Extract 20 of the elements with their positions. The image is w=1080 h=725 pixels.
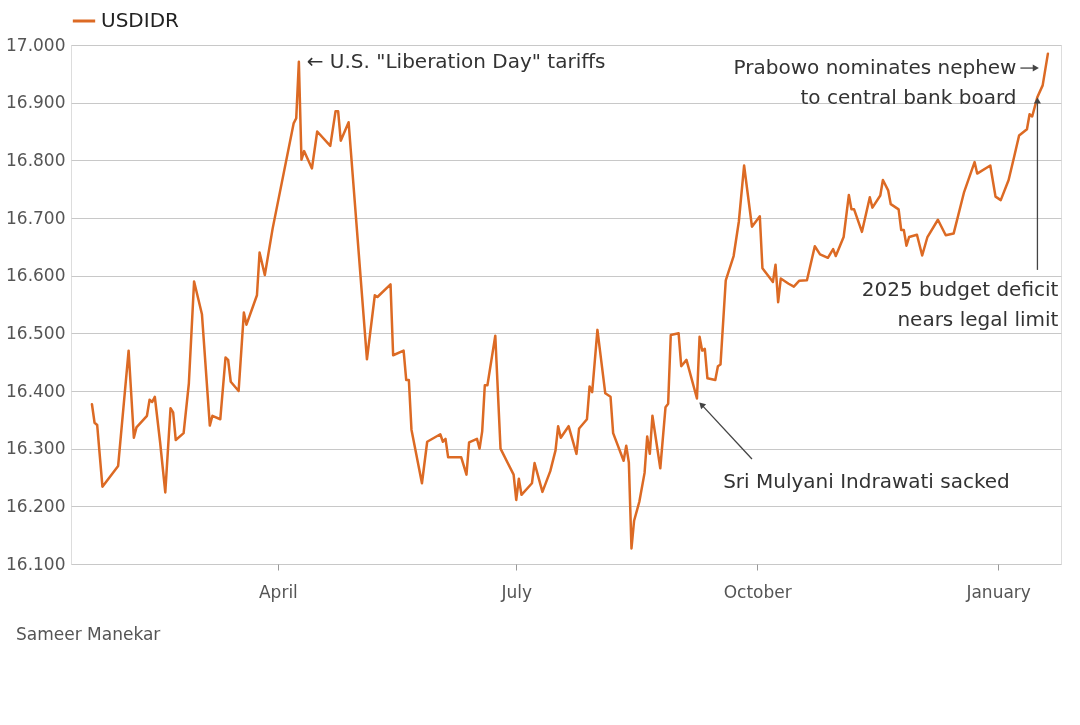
y-tick-label: 16.200: [6, 495, 66, 516]
y-tick-label: 16.400: [6, 380, 66, 401]
y-tick-label: 16.900: [6, 92, 66, 113]
y-tick-label: 16.300: [6, 438, 66, 459]
x-tick-label: July: [500, 581, 533, 602]
annotation: ← U.S. "Liberation Day" tariffs: [306, 48, 606, 73]
annotation: Prabowo nominates nephew to central bank board: [733, 55, 1017, 110]
annotation: Sri Mulyani Indrawati sacked: [723, 469, 1010, 494]
y-tick-label: 16.500: [6, 322, 66, 343]
annotation: 2025 budget deficit nears legal limit: [861, 277, 1059, 332]
text: Sameer Manekar: [16, 624, 161, 644]
y-tick-label: 16.100: [6, 553, 66, 574]
x-tick-label: January: [965, 581, 1031, 602]
y-tick-label: 17.000: [6, 34, 66, 55]
y-tick-label: 16.800: [6, 149, 66, 170]
y-tick-label: 16.700: [6, 207, 66, 228]
x-tick-label: October: [723, 581, 792, 602]
x-tick-label: April: [258, 581, 298, 602]
y-tick-label: 16.600: [6, 265, 66, 286]
legend-label: USDIDR: [101, 8, 180, 32]
